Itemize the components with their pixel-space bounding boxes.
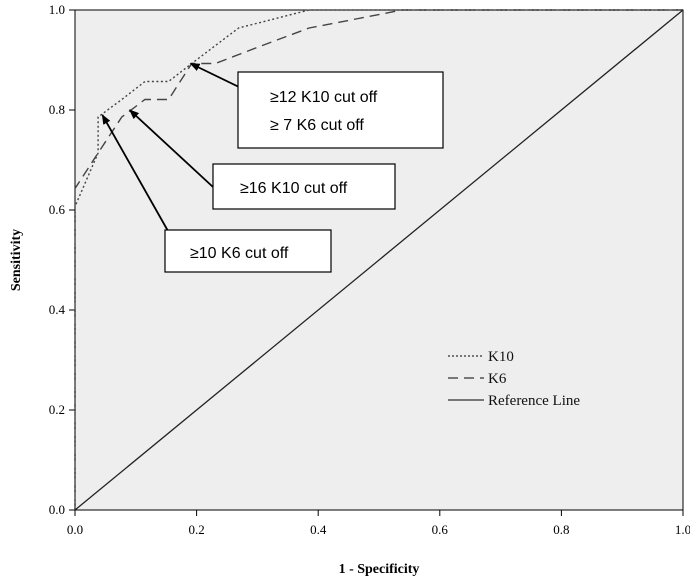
y-tick-label: 0.2 (49, 402, 65, 417)
annotation-box (237, 71, 444, 149)
y-tick-label: 0.4 (49, 302, 66, 317)
x-tick-label: 0.6 (432, 522, 449, 537)
annotation-text: ≥16 K10 cut off (240, 180, 348, 197)
legend-label: K6 (488, 371, 507, 387)
annotation-box (164, 229, 332, 273)
annotation-text: ≥12 K10 cut off (270, 89, 378, 106)
series-line-reference-line (74, 9, 684, 511)
y-tick-label: 1.0 (49, 2, 65, 17)
x-axis-label: 1 - Specificity (339, 562, 420, 577)
legend-label: K10 (488, 349, 514, 365)
y-tick-label: 0.0 (49, 502, 65, 517)
legend-label: Reference Line (488, 393, 580, 409)
x-tick-label: 0.8 (553, 522, 569, 537)
annotation-arrow (128, 109, 214, 188)
y-axis-label: Sensitivity (9, 229, 24, 291)
annotation-arrow (101, 114, 169, 232)
series-line-k10 (74, 9, 683, 510)
annotation-box (212, 163, 396, 210)
x-tick-label: 0.0 (67, 522, 83, 537)
x-tick-label: 0.2 (188, 522, 204, 537)
y-tick-label: 0.6 (49, 202, 66, 217)
annotation-text: ≥10 K6 cut off (190, 245, 289, 262)
x-tick-label: 1.0 (675, 522, 690, 537)
x-tick-label: 0.4 (310, 522, 327, 537)
annotation-text: ≥ 7 K6 cut off (270, 117, 364, 134)
y-tick-label: 0.8 (49, 102, 65, 117)
